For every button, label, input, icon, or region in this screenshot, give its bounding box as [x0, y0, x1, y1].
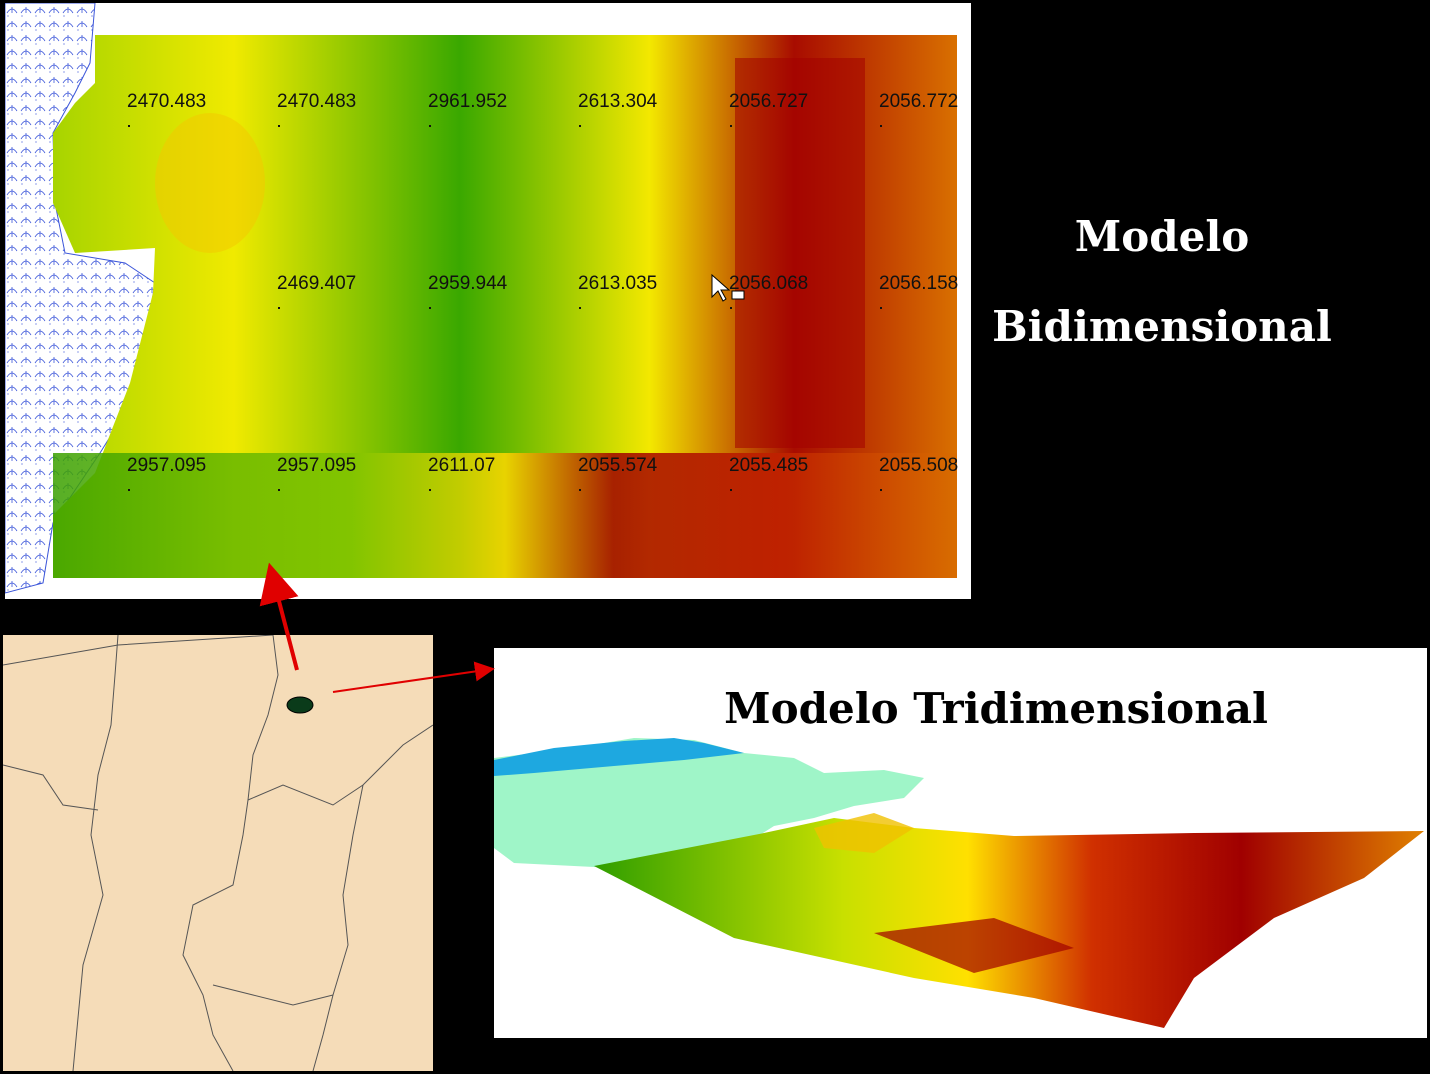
grid-point-marker — [880, 125, 882, 127]
grid-point-marker — [128, 489, 130, 491]
mouse-cursor-icon — [711, 273, 745, 302]
grid-value-label: 2959.944 — [428, 273, 508, 294]
location-map-panel — [3, 635, 433, 1071]
bidimensional-model-panel: 2470.483 2470.483 2961.952 2613.304 2056.727… — [5, 3, 971, 599]
grid-point-marker — [579, 307, 581, 309]
grid-point-marker — [730, 125, 732, 127]
grid-value-label: 2961.952 — [428, 91, 508, 112]
tridimensional-surface — [494, 648, 1427, 1038]
grid-value-label: 2055.485 — [729, 455, 809, 476]
grid-point-marker — [880, 307, 882, 309]
grid-value-label: 2470.483 — [127, 91, 207, 112]
grid-value-label: 2056.772 — [879, 91, 959, 112]
grid-point-marker — [579, 125, 581, 127]
grid-point-marker — [278, 489, 280, 491]
grid-point-marker — [730, 489, 732, 491]
grid-value-label: 2613.035 — [578, 273, 658, 294]
bidimensional-title-line2: Bidimensional — [992, 302, 1332, 351]
grid-point-marker — [278, 307, 280, 309]
grid-point-marker — [429, 489, 431, 491]
grid-value-label: 2056.068 — [729, 273, 809, 294]
study-area-marker — [286, 696, 314, 714]
grid-value-label: 2056.158 — [879, 273, 959, 294]
grid-value-label: 2056.727 — [729, 91, 809, 112]
region-boundaries-map — [3, 635, 433, 1071]
grid-value-label: 2611.07 — [428, 455, 496, 476]
grid-value-label: 2469.407 — [277, 273, 357, 294]
grid-point-marker — [880, 489, 882, 491]
bidimensional-heatmap — [5, 3, 971, 599]
grid-value-label: 2613.304 — [578, 91, 658, 112]
grid-point-marker — [429, 125, 431, 127]
grid-point-marker — [128, 125, 130, 127]
grid-value-label: 2055.574 — [578, 455, 658, 476]
grid-value-label: 2957.095 — [277, 455, 357, 476]
grid-value-label: 2957.095 — [127, 455, 207, 476]
bidimensional-title-line1: Modelo — [1074, 212, 1250, 261]
grid-point-marker — [278, 125, 280, 127]
grid-value-label: 2470.483 — [277, 91, 357, 112]
grid-value-label: 2055.508 — [879, 455, 959, 476]
tridimensional-model-panel: Modelo Tridimensional — [494, 648, 1427, 1038]
grid-point-marker — [429, 307, 431, 309]
tridimensional-title: Modelo Tridimensional — [724, 684, 1268, 733]
grid-point-marker — [579, 489, 581, 491]
grid-point-marker — [730, 307, 732, 309]
